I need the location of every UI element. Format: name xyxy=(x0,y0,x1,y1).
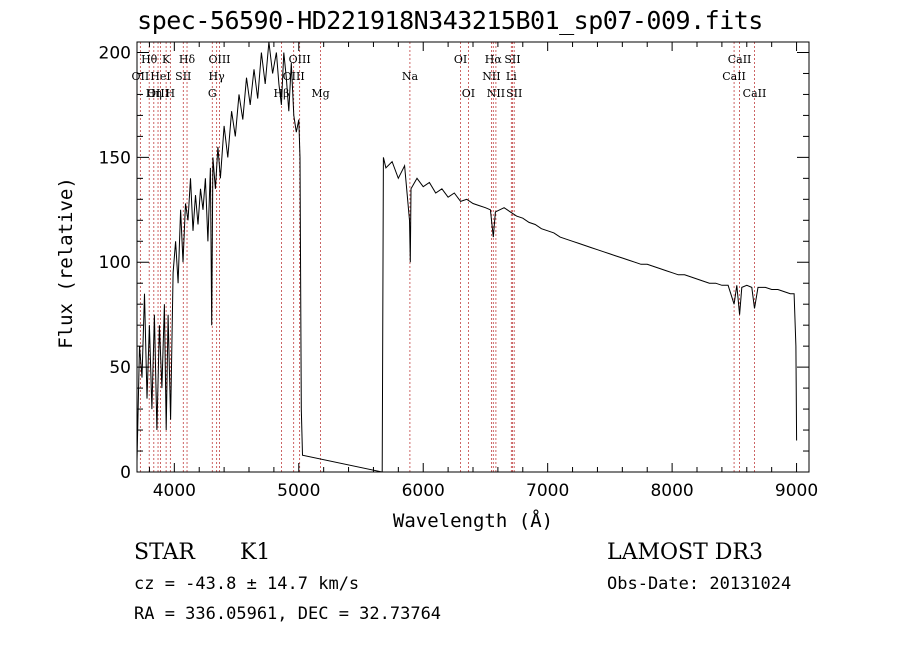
line-marker-label: H xyxy=(166,87,176,100)
coordinates: RA = 336.05961, DEC = 32.73764 xyxy=(134,604,442,624)
line-marker-labels: Hθ OII OIII K HeI Hη SII H Hδ OIII Hγ G Hβ OIII OIII Mg… xyxy=(132,53,767,100)
axes xyxy=(136,41,810,473)
line-marker-label: OI xyxy=(454,53,467,66)
line-marker-label: Hγ xyxy=(209,70,226,83)
line-marker-label: CaII xyxy=(728,53,752,66)
y-axis-label: Flux (relative) xyxy=(55,177,77,349)
series-layer xyxy=(137,42,798,472)
observation-date: Obs-Date: 20131024 xyxy=(607,574,792,594)
line-marker-label: SII xyxy=(504,53,520,66)
line-marker-label: OIII xyxy=(289,53,311,66)
line-marker-label: CaII xyxy=(743,87,767,100)
x-tick-label: 5000 xyxy=(277,481,320,501)
survey-name: LAMOST DR3 xyxy=(607,540,763,565)
line-marker-label: OI xyxy=(462,87,475,100)
x-tick-label: 8000 xyxy=(650,481,693,501)
line-marker-label: Mg xyxy=(311,87,329,100)
line-marker-label: Hη xyxy=(146,87,162,100)
x-axis-label: Wavelength (Å) xyxy=(392,510,554,532)
line-marker-label: Hδ xyxy=(179,53,196,66)
line-markers xyxy=(139,42,755,472)
line-marker-label: Hβ xyxy=(274,87,290,100)
x-tick-label: 9000 xyxy=(775,481,818,501)
line-marker-label: NII xyxy=(482,70,500,83)
x-tick-label: 7000 xyxy=(526,481,569,501)
spectrum-line xyxy=(137,42,798,472)
object-subclass: K1 xyxy=(240,540,271,565)
y-tick-label: 50 xyxy=(109,358,131,378)
line-marker-label: NII xyxy=(487,87,505,100)
line-marker-label: OIII xyxy=(208,53,230,66)
line-marker-label: CaII xyxy=(722,70,746,83)
y-tick-label: 100 xyxy=(99,253,131,273)
line-marker-label: Hα xyxy=(485,53,503,66)
line-marker-label: SII xyxy=(506,87,522,100)
line-marker-label: Li xyxy=(506,70,517,83)
line-marker-label: G xyxy=(208,87,217,100)
y-tick-label: 150 xyxy=(99,148,131,168)
x-tick-label: 4000 xyxy=(153,481,196,501)
line-marker-label: SII xyxy=(175,70,191,83)
tick-labels: 4000 5000 6000 7000 8000 9000 0 50 100 150 200 xyxy=(99,43,819,501)
object-class: STAR xyxy=(134,540,195,565)
chart-title: spec-56590-HD221918N343215B01_sp07-009.f… xyxy=(137,6,763,35)
line-marker-label: OIII xyxy=(147,87,169,100)
line-marker-label: Na xyxy=(402,70,419,83)
x-tick-label: 6000 xyxy=(402,481,445,501)
y-tick-label: 0 xyxy=(120,463,131,483)
line-marker-label: OII xyxy=(132,70,150,83)
y-tick-label: 200 xyxy=(99,43,131,63)
line-marker-label: Hθ xyxy=(141,53,158,66)
line-marker-label: HeI xyxy=(150,70,170,83)
redshift-cz: cz = -43.8 ± 14.7 km/s xyxy=(134,574,360,594)
line-marker-label: OIII xyxy=(283,70,305,83)
line-marker-label: K xyxy=(162,53,171,66)
